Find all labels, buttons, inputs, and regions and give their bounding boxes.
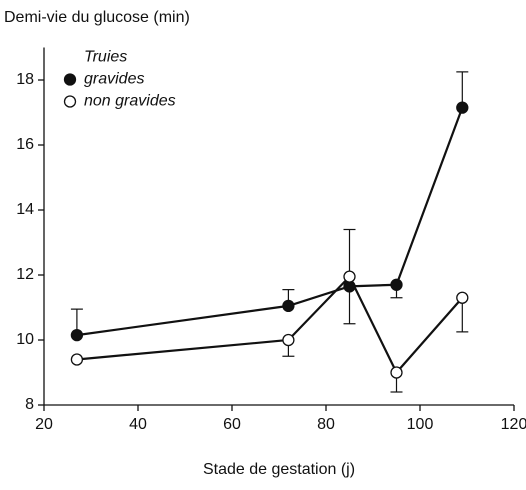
y-tick-label: 16 [16,136,34,153]
series-line [76,107,464,337]
data-point [282,333,295,347]
x-tick-label: 40 [129,416,147,433]
series-line [76,274,464,375]
legend-label: non gravides [84,93,176,110]
x-tick-label: 100 [407,416,434,433]
y-tick-label: 10 [16,331,34,348]
legend-marker [63,95,77,108]
y-tick-label: 14 [16,201,34,218]
data-point [70,328,84,342]
y-axis-label: Demi-vie du glucose (min) [4,9,190,26]
y-tick-label: 8 [25,396,34,413]
data-point [390,366,403,379]
y-tick-label: 18 [16,71,34,88]
legend-title: Truies [84,49,127,66]
data-point [70,353,84,366]
y-tick-label: 12 [16,266,34,283]
data-point [456,291,469,304]
legend-marker [63,73,77,86]
x-tick-label: 120 [501,416,526,433]
legend-label: gravides [84,71,144,88]
data-point [390,278,403,291]
data-point [282,299,295,313]
x-tick-label: 20 [35,416,53,433]
data-point [456,101,469,114]
x-tick-label: 60 [223,416,241,433]
x-tick-label: 80 [317,416,335,433]
data-point [343,270,356,283]
x-axis-label: Stade de gestation (j) [203,461,355,478]
